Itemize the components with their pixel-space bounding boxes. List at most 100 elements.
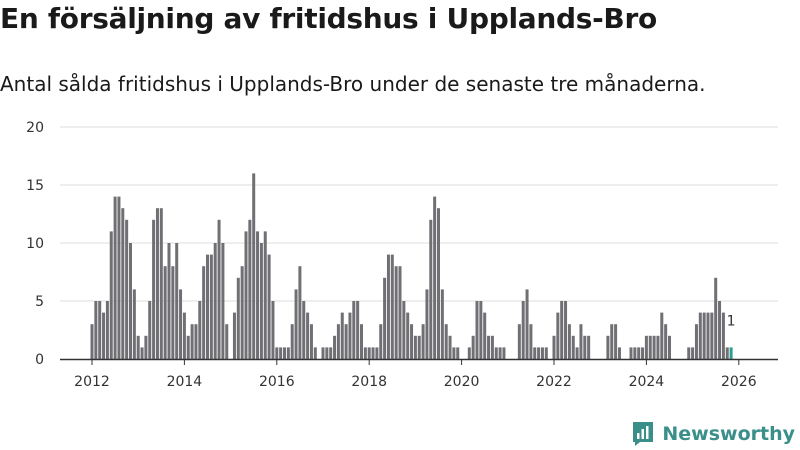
bar <box>121 208 125 359</box>
bar <box>313 347 317 359</box>
annotations: 1 <box>727 313 736 329</box>
bar <box>498 347 502 359</box>
bar <box>644 335 648 359</box>
bar <box>306 312 310 359</box>
bar <box>298 266 302 359</box>
bar <box>691 347 695 359</box>
bar <box>213 243 217 359</box>
bar <box>433 196 437 359</box>
bar <box>668 335 671 359</box>
bar <box>452 347 456 359</box>
bar <box>182 312 186 359</box>
bar <box>309 324 313 359</box>
bar <box>105 301 109 359</box>
bar <box>190 324 194 359</box>
bar <box>125 219 129 359</box>
bar <box>340 312 344 359</box>
bar <box>283 347 286 359</box>
bar <box>517 324 521 359</box>
bar <box>479 301 483 359</box>
bar <box>487 335 491 359</box>
bar <box>502 347 506 359</box>
bar <box>398 266 402 359</box>
chart-title: En försäljning av fritidshus i Upplands-… <box>0 2 657 35</box>
latest-value-label: 1 <box>727 313 736 329</box>
bar <box>413 335 417 359</box>
bar <box>179 289 183 359</box>
bar <box>444 324 448 359</box>
bar <box>440 289 444 359</box>
x-tick-label: 2016 <box>259 374 295 390</box>
bar-latest <box>729 347 733 359</box>
bar <box>267 254 271 359</box>
bar <box>329 347 333 359</box>
bar <box>633 347 637 359</box>
bar <box>571 335 575 359</box>
bar <box>410 324 414 359</box>
bar <box>240 266 244 359</box>
bar <box>129 243 132 359</box>
bar <box>394 266 398 359</box>
x-tick-label: 2012 <box>74 374 110 390</box>
bar <box>113 196 117 359</box>
bar <box>321 347 325 359</box>
bar <box>694 324 698 359</box>
bar <box>109 231 113 359</box>
bar <box>467 347 471 359</box>
bar <box>579 324 583 359</box>
bar <box>614 324 618 359</box>
bar <box>375 347 379 359</box>
bar <box>641 347 645 359</box>
bar <box>448 335 452 359</box>
bar <box>275 347 279 359</box>
bar <box>252 173 256 359</box>
bar <box>494 347 498 359</box>
bar <box>425 289 429 359</box>
bar <box>525 289 529 359</box>
y-tick-label: 5 <box>35 294 44 310</box>
bar <box>390 254 394 359</box>
bar <box>583 335 587 359</box>
bar <box>152 219 156 359</box>
y-axis-labels: 0 5 10 15 20 <box>26 120 44 368</box>
bar <box>533 347 537 359</box>
bar <box>456 347 460 359</box>
bar <box>656 335 660 359</box>
bar <box>167 243 171 359</box>
bar <box>148 301 152 359</box>
bar <box>702 312 706 359</box>
bar <box>352 301 356 359</box>
bar <box>194 324 198 359</box>
bar <box>256 231 260 359</box>
bar <box>236 277 240 359</box>
bars <box>90 173 733 359</box>
gridlines <box>60 126 778 302</box>
bar <box>209 254 213 359</box>
bar <box>556 312 560 359</box>
x-tick-label: 2014 <box>167 374 203 390</box>
x-tick-label: 2024 <box>629 374 665 390</box>
bar <box>567 324 571 359</box>
bar <box>379 324 383 359</box>
bar <box>171 266 175 359</box>
bar <box>490 335 494 359</box>
bar <box>294 289 298 359</box>
bar <box>221 243 225 359</box>
bar <box>198 301 202 359</box>
bar <box>279 347 283 359</box>
bar <box>402 301 406 359</box>
bar <box>606 335 610 359</box>
x-tick-label: 2022 <box>536 374 572 390</box>
bar <box>175 243 179 359</box>
x-axis: 2012 2014 2016 2018 2020 2022 2024 2026 <box>60 358 778 390</box>
bar-chart: 0 5 10 15 20 2012 2014 2016 2018 2020 2022 2024 202… <box>26 120 778 390</box>
y-tick-label: 20 <box>26 120 44 136</box>
bar <box>648 335 652 359</box>
bar <box>336 324 340 359</box>
bar <box>144 335 148 359</box>
bar <box>417 335 421 359</box>
bar <box>286 347 290 359</box>
bar <box>136 335 140 359</box>
bar <box>290 324 294 359</box>
bar <box>371 347 375 359</box>
